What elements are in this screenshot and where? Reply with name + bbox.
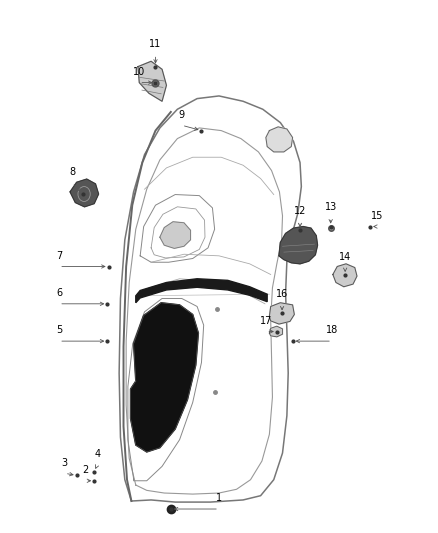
Text: 15: 15 <box>371 211 384 221</box>
Text: 7: 7 <box>56 251 62 261</box>
Text: 2: 2 <box>82 465 88 475</box>
Text: 6: 6 <box>56 288 62 298</box>
Text: 4: 4 <box>94 449 100 459</box>
Text: 11: 11 <box>149 39 162 49</box>
Text: 3: 3 <box>62 458 68 467</box>
Polygon shape <box>136 279 267 303</box>
Text: 14: 14 <box>339 252 351 262</box>
Text: 5: 5 <box>56 326 62 335</box>
Polygon shape <box>269 303 294 324</box>
Text: 8: 8 <box>69 167 75 176</box>
Polygon shape <box>131 303 198 452</box>
Polygon shape <box>70 179 99 207</box>
Text: 13: 13 <box>325 202 337 212</box>
Polygon shape <box>279 227 318 264</box>
Text: 1: 1 <box>216 494 222 503</box>
Text: 12: 12 <box>294 206 306 215</box>
Text: 16: 16 <box>276 289 288 299</box>
Polygon shape <box>333 264 357 287</box>
Text: 18: 18 <box>326 326 338 335</box>
Polygon shape <box>269 326 283 337</box>
Text: 9: 9 <box>179 110 185 119</box>
Polygon shape <box>160 222 191 248</box>
Text: 10: 10 <box>133 67 145 77</box>
Text: 17: 17 <box>260 316 272 326</box>
Polygon shape <box>266 127 293 152</box>
Polygon shape <box>138 61 166 101</box>
